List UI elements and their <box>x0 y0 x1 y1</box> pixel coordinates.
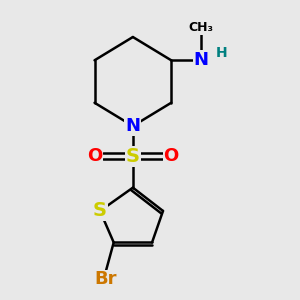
Text: H: H <box>216 46 228 60</box>
Text: S: S <box>126 147 140 166</box>
Text: O: O <box>87 147 102 165</box>
Text: Br: Br <box>94 270 117 288</box>
Text: S: S <box>93 201 107 220</box>
Text: CH₃: CH₃ <box>189 21 214 34</box>
Text: O: O <box>164 147 179 165</box>
Text: N: N <box>125 117 140 135</box>
Text: N: N <box>194 51 209 69</box>
